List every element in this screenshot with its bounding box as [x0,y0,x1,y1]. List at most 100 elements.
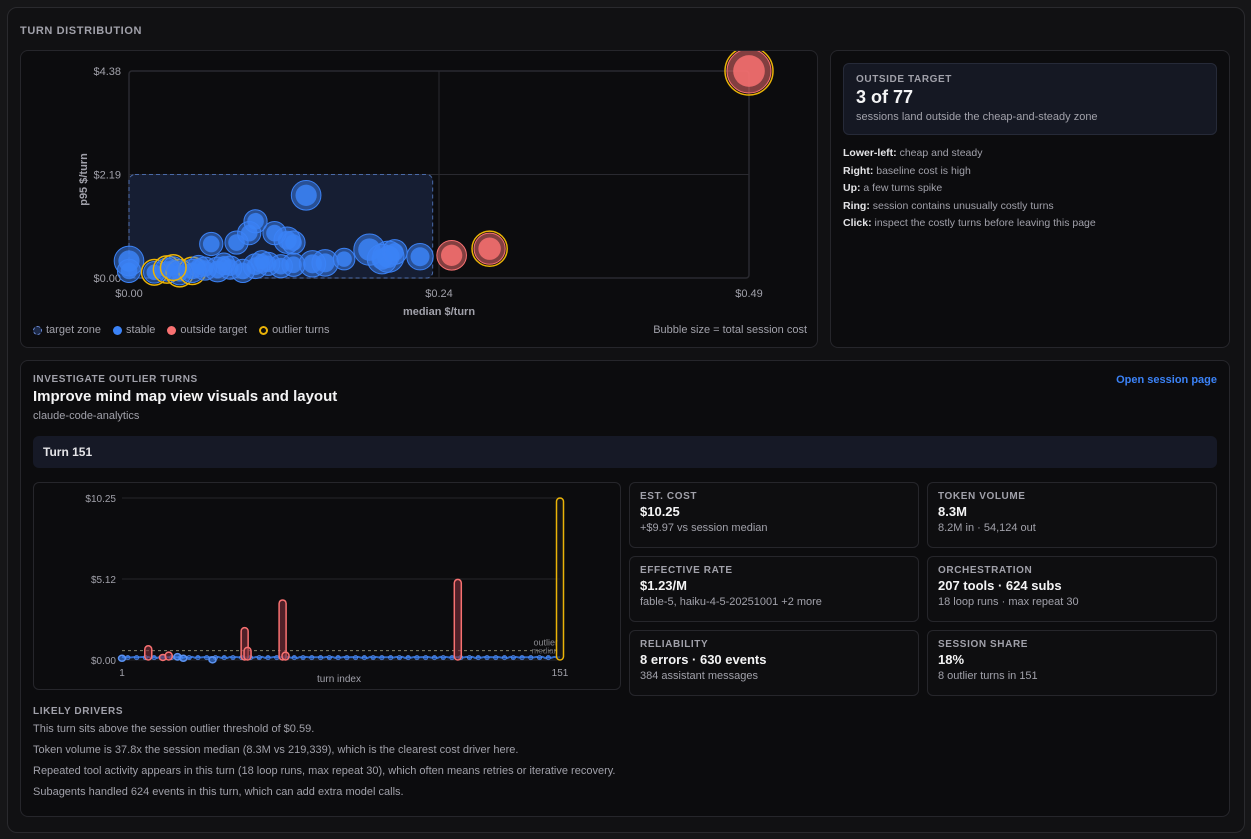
metric-label: EST. COST [640,491,698,502]
open-session-link[interactable]: Open session page [1116,374,1217,386]
session-bubble[interactable] [406,243,434,271]
turn-point [221,655,227,661]
session-bubble[interactable] [159,254,187,282]
bubble-core [478,237,501,260]
session-bubble[interactable] [250,250,274,273]
bubble-core [190,258,207,274]
guide-text: baseline cost is high [873,164,971,177]
metric-value: 18% [938,652,965,667]
scatter-card: $0.00 $2.19 $4.38 $0.00 $0.24 $0.49 median $/t… [20,50,818,348]
turn-bar[interactable] [208,656,217,664]
session-title: Improve mind map view visuals and layout [33,388,338,405]
turn-bar[interactable] [555,497,565,661]
guide-line: Right: baseline cost is high [843,163,1096,181]
metric-reliability: RELIABILITY 8 errors · 630 events 384 as… [629,630,919,696]
session-bubble[interactable] [281,230,306,255]
session-bubble[interactable] [199,231,224,257]
session-bubble[interactable] [281,252,306,277]
turn-point [493,655,499,661]
bubble-size-note: Bubble size = total session cost [653,324,807,336]
outside-target-desc: sessions land outside the cheap-and-stea… [856,111,1098,123]
outside-dot-icon [167,325,177,335]
turn-point [195,655,201,661]
median-label: median [532,647,558,656]
legend-outlier-turns: outlier turns [259,324,330,336]
turn-bar[interactable] [164,651,173,661]
y-tick-label: $0.00 [93,273,121,285]
legend-target-zone: target zone [33,324,101,336]
session-bubble[interactable] [116,258,142,284]
legend-outside-target: outside target [167,324,247,336]
guide-key: Click: [843,217,872,229]
turn-selector[interactable]: Turn 151 [33,436,1217,468]
metric-value: $10.25 [640,504,680,519]
turn-point [431,655,437,661]
metric-est-cost: EST. COST $10.25 +$9.97 vs session media… [629,482,919,548]
metric-sub: fable-5, haiku-4-5-20251001 +2 more [640,596,822,608]
x-axis-label: turn index [317,674,361,685]
session-bubble[interactable] [290,179,322,211]
turn-bar[interactable] [278,599,287,661]
bubble-core [410,247,430,267]
session-bubble[interactable] [724,51,774,96]
bubble-ring [159,254,187,282]
x-tick-label: $0.49 [735,288,763,300]
bubble-ring [724,51,774,96]
bubble-core [315,253,335,273]
turn-point [125,655,131,661]
turn-bar[interactable] [144,645,153,661]
turn-point [300,655,306,661]
scatter-chart[interactable]: $0.00 $2.19 $4.38 $0.00 $0.24 $0.49 median $/t… [21,51,819,321]
turn-bar[interactable] [243,646,252,661]
session-bubble[interactable] [311,249,339,277]
legend-target-zone-label: target zone [46,324,102,336]
bubble-core [285,256,302,274]
drivers-title: LIKELY DRIVERS [33,706,124,717]
y-tick-label: $0.00 [91,656,116,667]
turn-point [519,655,525,661]
turn-bar[interactable] [117,654,127,663]
project-name: claude-code-analytics [33,410,140,422]
turn-point [545,655,551,661]
turn-point [484,655,490,661]
session-bubble[interactable] [212,252,236,276]
turn-point [309,655,315,661]
legend-outside-label: outside target [180,324,248,336]
turn-point [475,655,481,661]
turn-point [274,655,280,661]
turn-point [379,655,385,661]
session-bubble[interactable] [332,247,356,271]
turn-point [265,655,271,661]
bubble-core [202,235,220,253]
guide-key: Up: [843,182,861,194]
turn-point [370,655,376,661]
metric-label: RELIABILITY [640,639,709,650]
turn-bar[interactable] [281,651,290,661]
session-bubble[interactable] [436,240,467,271]
turn-point [335,655,341,661]
metric-label: ORCHESTRATION [938,565,1033,576]
metric-orchestration: ORCHESTRATION 207 tools · 624 subs 18 lo… [927,556,1217,622]
metric-sub: 8 outlier turns in 151 [938,670,1038,682]
y-axis-label: p95 $/turn [78,153,90,206]
session-bubble[interactable] [187,254,210,278]
turn-point [151,655,157,661]
session-bubble[interactable] [381,239,408,265]
turn-bar[interactable] [453,578,463,661]
turn-point [537,655,543,661]
turn-point [318,655,324,661]
bubble-core [165,259,182,276]
outside-target-box: OUTSIDE TARGET 3 of 77 sessions land out… [843,63,1217,135]
bubble-core [285,234,302,251]
session-bubble[interactable] [224,230,249,255]
turn-bar[interactable] [179,654,188,663]
legend-stable-label: stable [126,324,156,336]
stable-dot-icon [113,325,123,335]
legend-outlier-label: outlier turns [272,324,330,336]
bubble-core [228,234,245,251]
turn-point [361,655,367,661]
x-tick-label: $0.24 [425,288,453,300]
outside-target-value: 3 of 77 [856,87,914,107]
session-bubble[interactable] [471,230,508,268]
